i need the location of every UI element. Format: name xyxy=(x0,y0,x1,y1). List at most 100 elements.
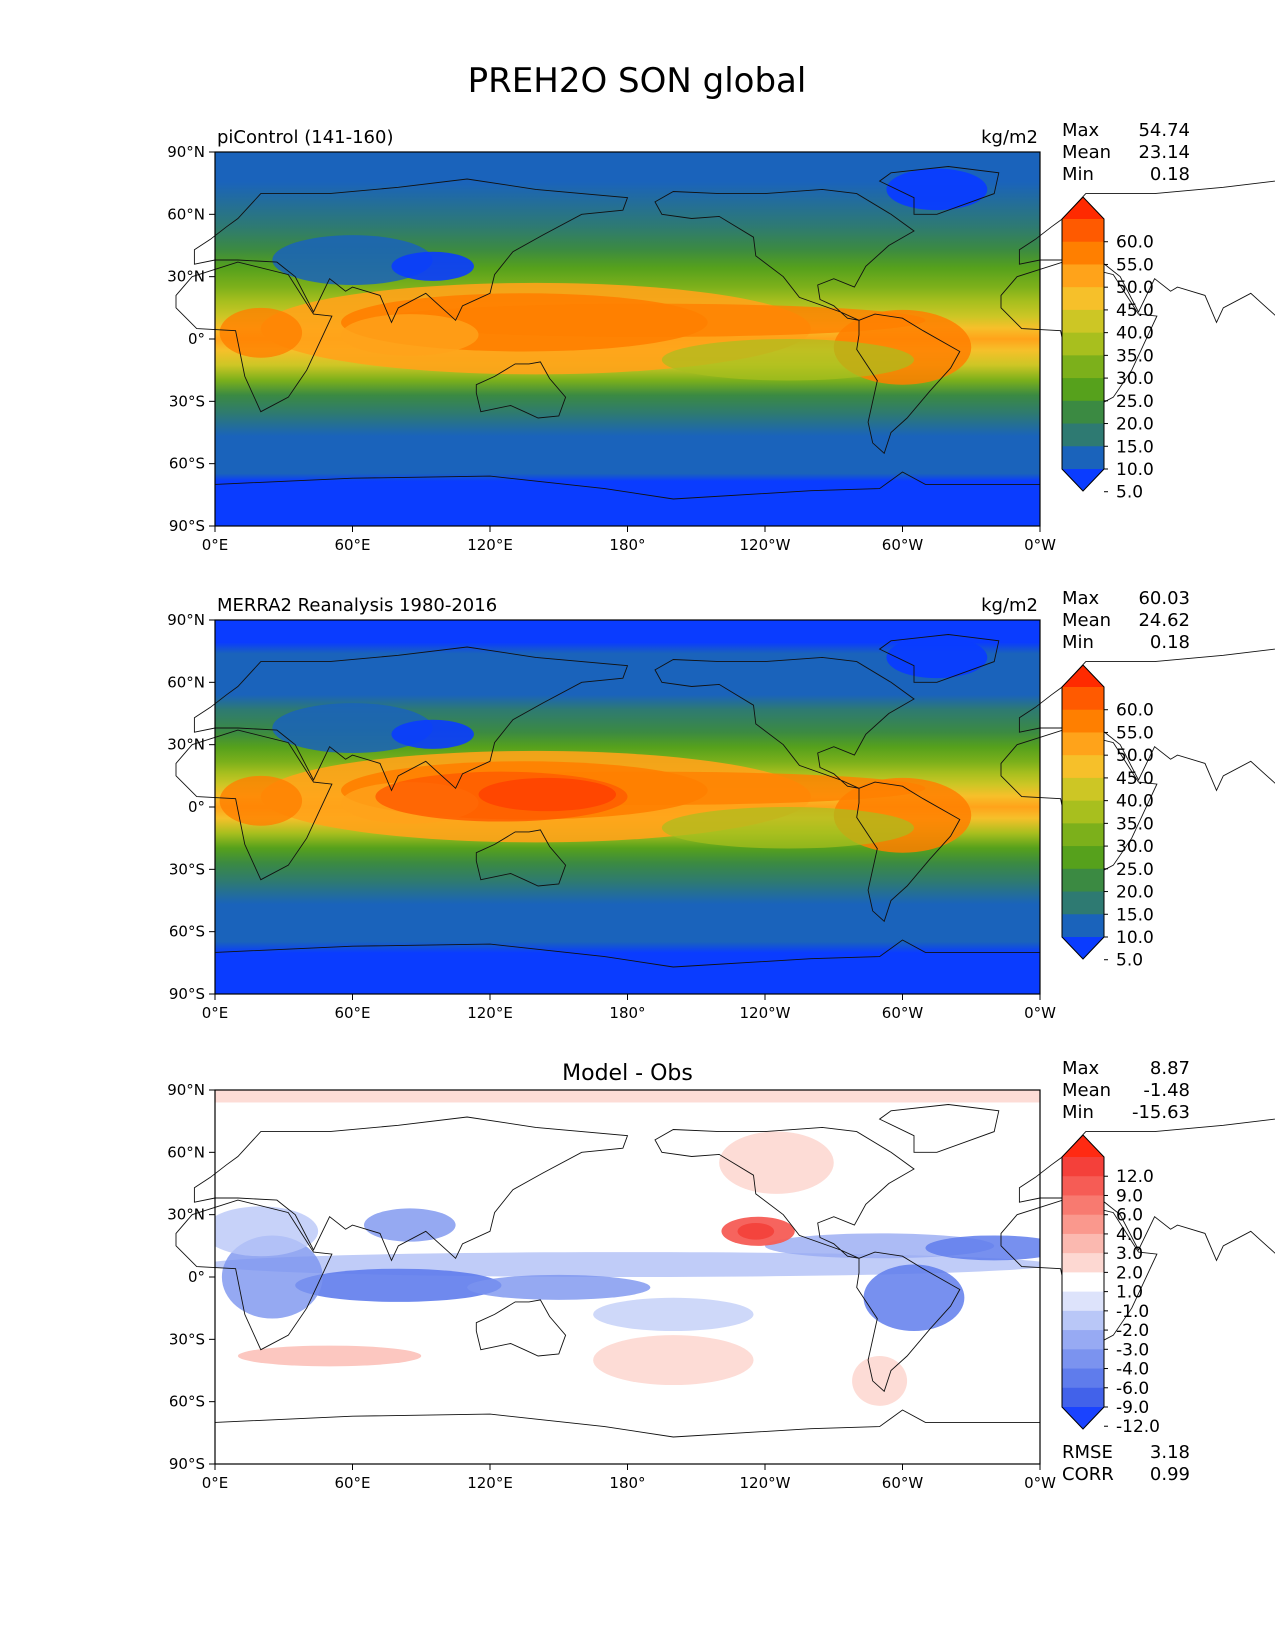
x-tick-label: 0°E xyxy=(202,536,229,554)
colorbar-segment xyxy=(1062,1310,1104,1331)
colorbar-label: 30.0 xyxy=(1116,369,1154,389)
stat-label: Max xyxy=(1062,120,1100,141)
extra-stat-label: RMSE xyxy=(1062,1442,1113,1463)
field-p1 xyxy=(215,620,1040,994)
coast-greenland xyxy=(878,634,1000,683)
colorbar-label: 60.0 xyxy=(1116,233,1154,253)
coast-eurasia xyxy=(193,178,629,324)
stat-label: Max xyxy=(1062,1058,1100,1079)
stat-value: 23.14 xyxy=(1138,142,1190,163)
colorbar-label: -2.0 xyxy=(1116,1321,1149,1341)
colorbar-segment xyxy=(1062,914,1104,938)
colorbar-label: 5.0 xyxy=(1116,951,1143,971)
colorbar-segment xyxy=(1062,1291,1104,1312)
y-tick-label: 60°N xyxy=(167,205,205,223)
coast-eurasia xyxy=(1018,648,1275,792)
colorbar-extend-min xyxy=(1062,937,1104,959)
colorbar-label: 15.0 xyxy=(1116,437,1154,457)
y-tick-label: 0° xyxy=(188,798,205,816)
coast-antarctica xyxy=(214,471,1040,500)
x-tick-label: 60°W xyxy=(882,536,924,554)
y-tick-label: 90°N xyxy=(167,611,205,629)
colorbar-extend-min xyxy=(1062,1407,1104,1429)
x-tick-label: 120°W xyxy=(740,536,791,554)
x-tick-label: 120°E xyxy=(467,536,513,554)
panel-3-coastlines xyxy=(175,1104,1275,1438)
stat-value: 24.62 xyxy=(1138,610,1190,631)
colorbar-segment xyxy=(1062,709,1104,733)
colorbar-segment xyxy=(1062,378,1104,402)
colorbar-label: -12.0 xyxy=(1116,1417,1160,1437)
y-tick-label: 90°S xyxy=(169,1455,205,1473)
x-tick-label: 60°E xyxy=(334,536,370,554)
coast-greenland xyxy=(878,1104,1000,1153)
colorbar-label: 50.0 xyxy=(1116,278,1154,298)
colorbar-label: 15.0 xyxy=(1116,905,1154,925)
stat-value: 54.74 xyxy=(1138,120,1190,141)
coast-australia xyxy=(475,829,567,887)
colorbar-label: 20.0 xyxy=(1116,415,1154,435)
coast-africa xyxy=(175,1199,333,1351)
colorbar-segment xyxy=(1062,891,1104,915)
y-tick-label: 30°S xyxy=(169,392,205,410)
colorbar: 60.055.0 50.0 45.0 40.035.0 30.0 25.0 20.015.0… xyxy=(1061,196,1154,503)
colorbar-segment xyxy=(1062,687,1104,711)
panel-2: MERRA2 Reanalysis 1980-2016 kg/m2 90°N 60°N… xyxy=(167,588,1275,1022)
coast-eurasia xyxy=(193,1116,629,1262)
x-tick-label: 0°W xyxy=(1024,1004,1056,1022)
colorbar-label: 12.0 xyxy=(1116,1167,1154,1187)
panel-3: Model - Obs 90°N 60°N 30°N 0° 30°S 60°S 90°S0°E… xyxy=(167,1058,1275,1492)
y-tick-label: 90°N xyxy=(167,1081,205,1099)
colorbar-label: 5.0 xyxy=(1116,483,1143,503)
y-tick-label: 60°N xyxy=(167,673,205,691)
colorbar-label: 1.0 xyxy=(1116,1283,1143,1303)
colorbar-segment xyxy=(1062,309,1104,334)
colorbar-extend-max xyxy=(1062,665,1104,687)
colorbar-segment xyxy=(1062,1272,1104,1293)
field-p2 xyxy=(215,1090,1040,1464)
coast-namerica xyxy=(654,1126,915,1259)
y-tick-label: 30°S xyxy=(169,1330,205,1348)
colorbar-segment xyxy=(1062,732,1104,756)
panel-units: kg/m2 xyxy=(981,127,1038,148)
colorbar-label: 30.0 xyxy=(1116,837,1154,857)
colorbar-label: 55.0 xyxy=(1116,723,1154,743)
colorbar-segment xyxy=(1062,219,1104,243)
colorbar-segment xyxy=(1062,241,1104,265)
colorbar-label: -4.0 xyxy=(1116,1360,1149,1380)
field-p0 xyxy=(215,152,1040,526)
y-tick-label: 60°N xyxy=(167,1143,205,1161)
coast-eurasia xyxy=(193,646,629,792)
colorbar-segment xyxy=(1062,868,1104,893)
colorbar-label: 2.0 xyxy=(1116,1263,1143,1283)
panel-title: MERRA2 Reanalysis 1980-2016 xyxy=(217,595,497,616)
colorbar-label: 25.0 xyxy=(1116,860,1154,880)
stat-value: 60.03 xyxy=(1138,588,1190,609)
x-tick-label: 120°W xyxy=(740,1474,791,1492)
x-tick-label: 120°W xyxy=(740,1004,791,1022)
stat-label: Mean xyxy=(1062,1080,1111,1101)
extra-stat-label: CORR xyxy=(1062,1464,1114,1485)
colorbar-label: 20.0 xyxy=(1116,883,1154,903)
y-tick-label: 30°N xyxy=(167,268,205,286)
coast-antarctica xyxy=(214,939,1040,968)
x-tick-label: 180° xyxy=(609,1474,645,1492)
y-tick-label: 90°S xyxy=(169,517,205,535)
x-tick-label: 60°W xyxy=(882,1004,924,1022)
stat-value: 0.18 xyxy=(1150,164,1190,185)
y-tick-label: 0° xyxy=(188,1268,205,1286)
coast-africa xyxy=(175,729,333,881)
colorbar-label: 3.0 xyxy=(1116,1244,1143,1264)
colorbar-segment xyxy=(1062,446,1104,470)
colorbar-label: 10.0 xyxy=(1116,928,1154,948)
colorbar-segment xyxy=(1062,1195,1104,1216)
colorbar-segment xyxy=(1062,755,1104,779)
colorbar-segment xyxy=(1062,332,1104,356)
colorbar-label: 45.0 xyxy=(1116,301,1154,321)
colorbar-segment xyxy=(1062,264,1104,288)
x-tick-label: 0°E xyxy=(202,1474,229,1492)
extra-stat-value: 0.99 xyxy=(1150,1464,1190,1485)
colorbar-segment xyxy=(1062,423,1104,447)
coast-samerica xyxy=(856,781,961,923)
